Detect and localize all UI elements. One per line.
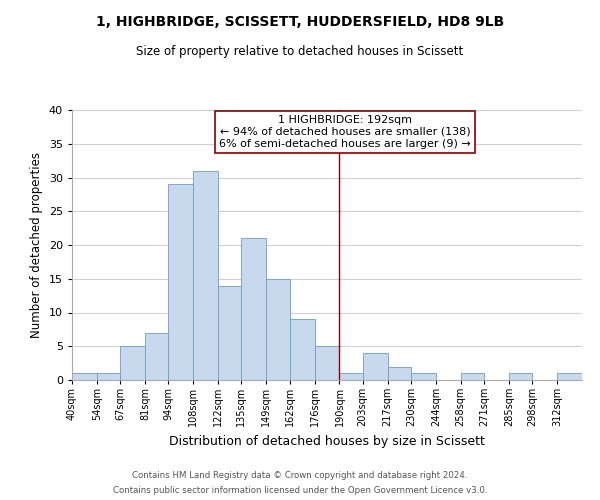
Bar	[340, 373, 362, 380]
Bar	[218, 286, 241, 380]
Bar	[557, 373, 582, 380]
Bar	[461, 373, 484, 380]
Bar	[509, 373, 532, 380]
Bar	[362, 353, 388, 380]
Bar	[241, 238, 266, 380]
Bar	[314, 346, 340, 380]
Bar	[290, 320, 314, 380]
Bar	[411, 373, 436, 380]
Text: Size of property relative to detached houses in Scissett: Size of property relative to detached ho…	[136, 45, 464, 58]
Bar	[97, 373, 120, 380]
Bar	[266, 279, 290, 380]
Text: 1 HIGHBRIDGE: 192sqm
← 94% of detached houses are smaller (138)
6% of semi-detac: 1 HIGHBRIDGE: 192sqm ← 94% of detached h…	[219, 116, 471, 148]
Bar	[120, 346, 145, 380]
Text: 1, HIGHBRIDGE, SCISSETT, HUDDERSFIELD, HD8 9LB: 1, HIGHBRIDGE, SCISSETT, HUDDERSFIELD, H…	[96, 15, 504, 29]
Bar	[72, 373, 97, 380]
Y-axis label: Number of detached properties: Number of detached properties	[30, 152, 43, 338]
Bar	[388, 366, 411, 380]
Text: Contains public sector information licensed under the Open Government Licence v3: Contains public sector information licen…	[113, 486, 487, 495]
Text: Contains HM Land Registry data © Crown copyright and database right 2024.: Contains HM Land Registry data © Crown c…	[132, 471, 468, 480]
Bar	[145, 333, 168, 380]
Bar	[193, 171, 218, 380]
X-axis label: Distribution of detached houses by size in Scissett: Distribution of detached houses by size …	[169, 434, 485, 448]
Bar	[168, 184, 193, 380]
